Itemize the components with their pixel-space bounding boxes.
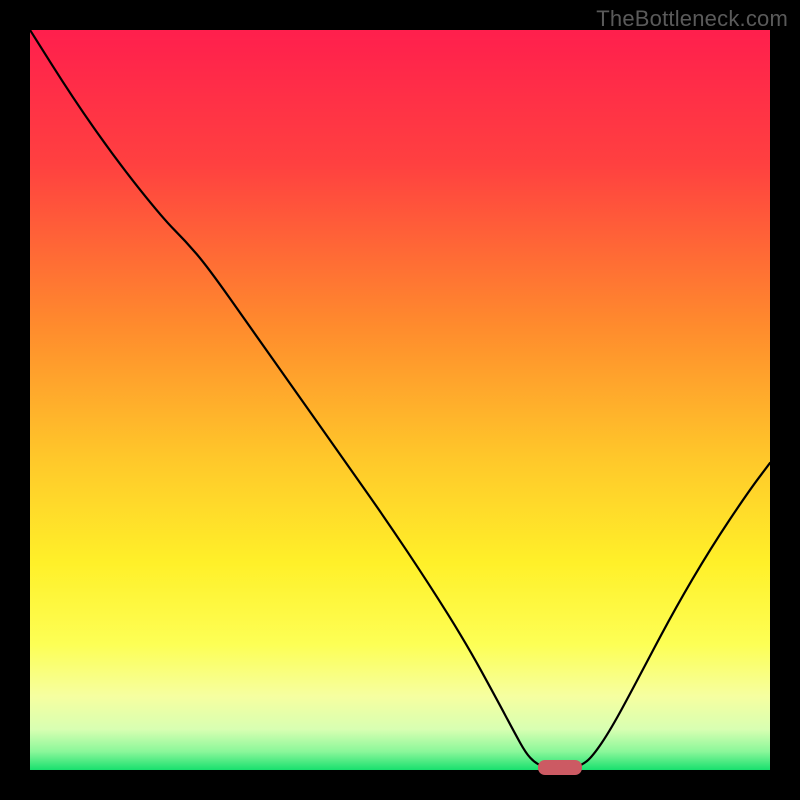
chart-frame: TheBottleneck.com: [0, 0, 800, 800]
plot-area: [30, 30, 770, 770]
gradient-background: [30, 30, 770, 770]
watermark-text: TheBottleneck.com: [596, 6, 788, 32]
optimal-marker: [538, 760, 582, 775]
